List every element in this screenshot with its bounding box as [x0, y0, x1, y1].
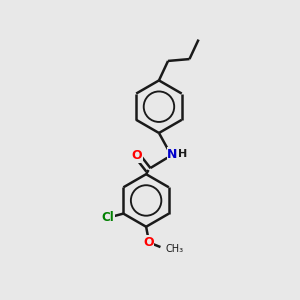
- Text: O: O: [143, 236, 154, 249]
- Text: Cl: Cl: [101, 211, 114, 224]
- Text: N: N: [167, 148, 178, 161]
- Text: CH₃: CH₃: [166, 244, 184, 254]
- Text: H: H: [178, 149, 188, 160]
- Text: O: O: [132, 149, 142, 162]
